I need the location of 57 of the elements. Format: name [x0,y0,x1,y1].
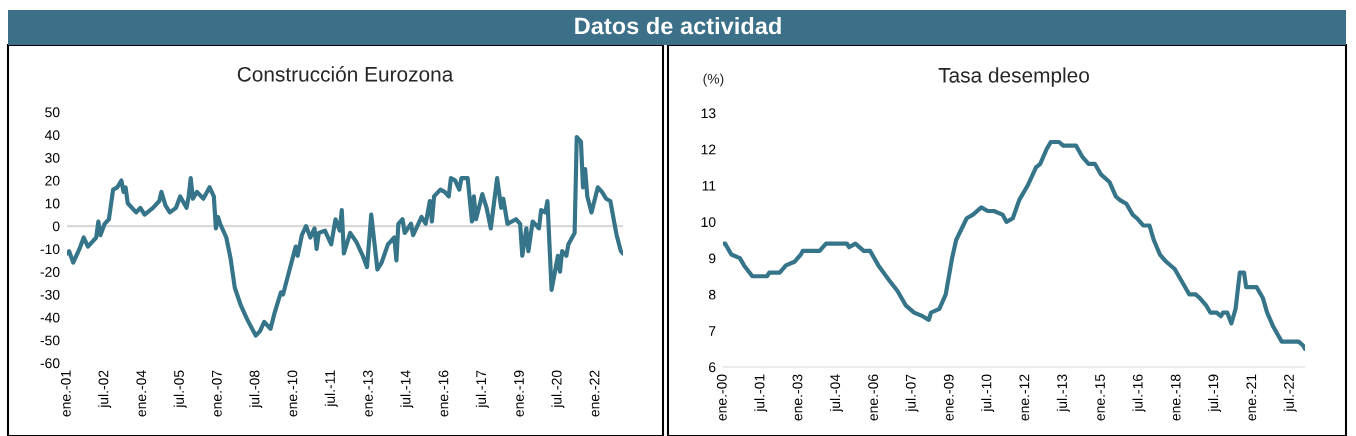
y-tick-label: 20 [45,175,60,186]
y-tick-label: 13 [701,108,716,119]
y-tick-label: 6 [709,362,716,373]
x-tick-label: ene.-10 [287,370,298,417]
text: Datos de actividad [575,17,781,35]
x-tick-label: jul.-14 [400,370,414,409]
chart-title: Tasa desempleo [938,67,1089,87]
x-tick-label: ene.-07 [211,370,222,417]
x-tick-label: jul.-01 [754,374,768,413]
x-tick-label: jul.-10 [981,374,995,413]
x-tick-label: jul.-05 [173,370,187,409]
y-tick-label: 12 [701,144,716,155]
x-tick-label: jul.-16 [1132,374,1146,413]
x-tick-label: jul.-08 [249,370,263,409]
x-tick-label: ene.-15 [1095,374,1105,421]
x-tick-label: jul.-13 [1056,374,1070,413]
y-tick-label: -50 [40,335,60,346]
x-tick-label: ene.-04 [136,370,147,417]
y-tick-label: 10 [701,217,716,228]
x-tick-label: jul.-07 [905,374,919,413]
x-tick-label: ene.-18 [1170,374,1181,421]
x-tick-label: ene.-19 [514,370,524,417]
x-tick-label: jul.-20 [551,370,565,409]
line-series [67,135,623,338]
chart-title: Construcción Eurozona [237,66,454,82]
x-tick-label: ene.-03 [792,374,803,421]
line-series [723,139,1305,351]
x-tick-label: jul.-17 [475,370,489,409]
y-axis-title: (%) [703,73,724,87]
y-tick-label: -10 [40,244,60,255]
y-tick-label: -20 [40,267,60,277]
x-tick-label: ene.-21 [1246,374,1257,421]
y-tick-label: 7 [709,326,716,336]
y-tick-label: 11 [702,181,716,191]
x-tick-label: ene.-12 [1019,374,1030,421]
y-tick-label: 50 [45,107,60,118]
y-tick-label: 40 [44,130,60,140]
x-tick-label: ene.-06 [868,374,879,421]
x-tick-label: jul.-02 [98,370,112,409]
x-tick-label: ene.-09 [943,374,954,421]
y-tick-label: -30 [40,289,60,300]
x-tick-label: ene.-16 [438,370,449,417]
x-tick-label: jul.-04 [829,374,843,413]
x-tick-label: jul.-22 [1283,374,1297,413]
y-tick-label: 9 [708,253,716,264]
x-tick-label: ene.-22 [589,370,600,417]
y-tick-label: -40 [40,312,60,323]
x-tick-label: ene.-01 [60,370,71,417]
y-tick-label: 30 [45,152,60,163]
x-tick-label: jul.-19 [1208,374,1221,413]
y-tick-label: -60 [40,358,60,369]
y-tick-label: 8 [708,289,716,300]
x-tick-label: jul.-11 [324,370,338,408]
x-tick-label: ene.-13 [363,370,373,417]
y-tick-label: 10 [45,198,60,209]
x-tick-label: ene.-00 [716,374,727,421]
y-tick-label: 0 [52,221,60,232]
